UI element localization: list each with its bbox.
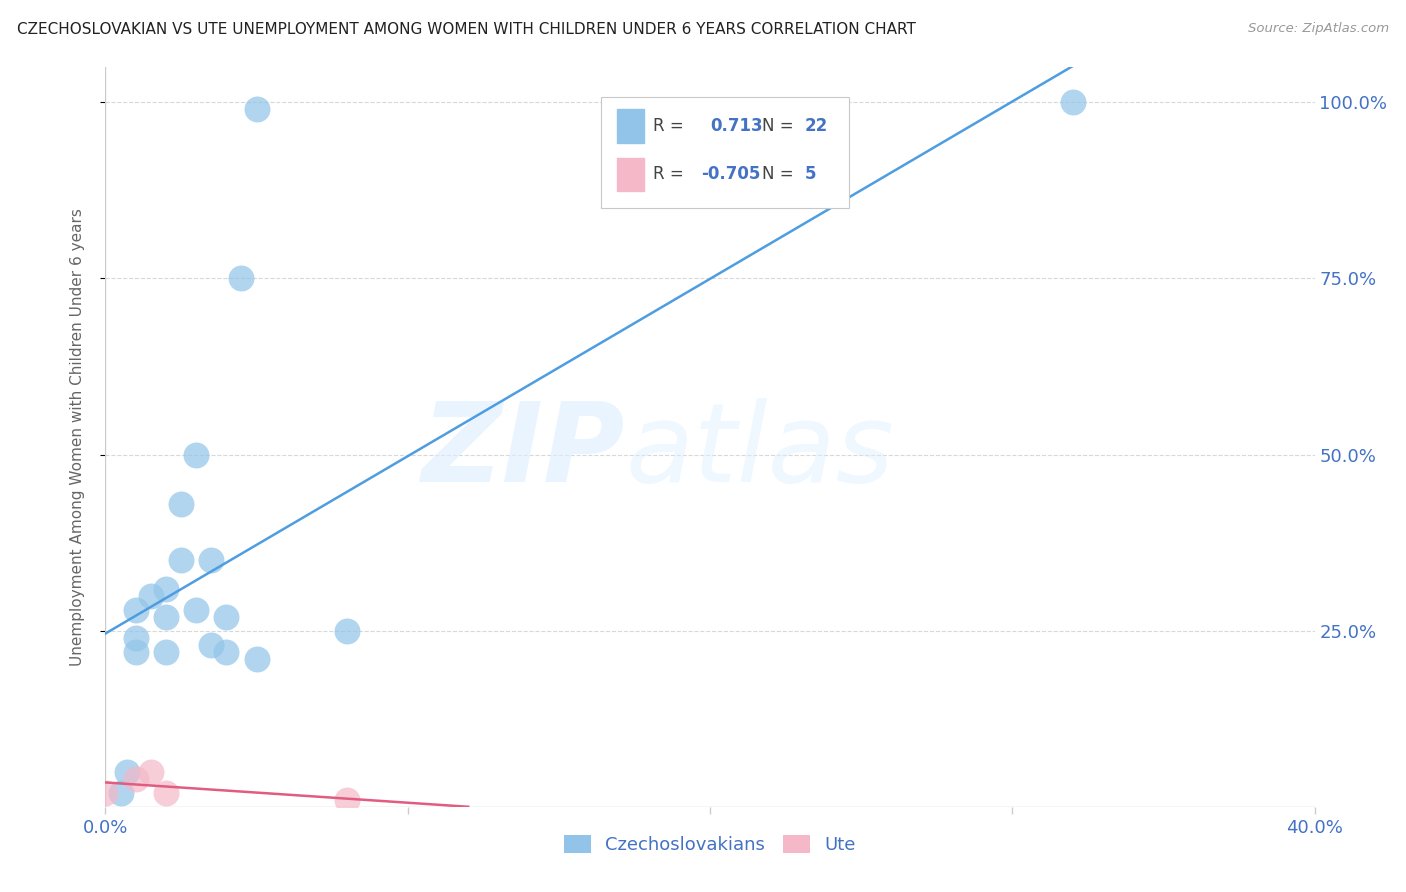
Point (155, 645, 177, 659)
Text: 22: 22 (804, 117, 828, 135)
Point (94, 786, 117, 800)
Point (155, 582, 177, 596)
Point (124, 772, 148, 786)
Point (1062, 95, 1084, 110)
Text: 5: 5 (804, 165, 815, 183)
Point (124, 603, 148, 617)
Point (170, 497, 193, 511)
Text: Source: ZipAtlas.com: Source: ZipAtlas.com (1249, 22, 1389, 36)
Text: 0.713: 0.713 (710, 117, 762, 135)
Point (215, 610, 238, 624)
Bar (617, 158, 644, 191)
Point (115, 764, 138, 779)
Text: R =: R = (654, 117, 683, 135)
Point (336, 793, 359, 807)
Text: ZIP: ZIP (422, 399, 626, 506)
Point (246, 102, 269, 116)
Point (336, 624, 359, 638)
Bar (617, 110, 644, 143)
Text: R =: R = (654, 165, 683, 183)
Legend: Czechoslovakians, Ute: Czechoslovakians, Ute (557, 828, 863, 861)
Point (170, 553, 193, 567)
Point (110, 786, 132, 800)
Point (200, 638, 222, 652)
Point (155, 610, 177, 624)
Point (186, 448, 208, 462)
FancyBboxPatch shape (602, 96, 849, 208)
Point (139, 589, 162, 603)
Text: -0.705: -0.705 (702, 165, 761, 183)
Point (139, 764, 162, 779)
Point (215, 645, 238, 659)
Point (155, 786, 177, 800)
Text: N =: N = (762, 165, 793, 183)
Y-axis label: Unemployment Among Women with Children Under 6 years: Unemployment Among Women with Children U… (70, 208, 84, 666)
Point (200, 553, 222, 567)
Point (186, 603, 208, 617)
Text: N =: N = (762, 117, 793, 135)
Text: atlas: atlas (626, 399, 894, 506)
Point (246, 652, 269, 666)
Text: CZECHOSLOVAKIAN VS UTE UNEMPLOYMENT AMONG WOMEN WITH CHILDREN UNDER 6 YEARS CORR: CZECHOSLOVAKIAN VS UTE UNEMPLOYMENT AMON… (17, 22, 915, 37)
Point (124, 631, 148, 645)
Point (124, 645, 148, 659)
Point (231, 271, 253, 285)
